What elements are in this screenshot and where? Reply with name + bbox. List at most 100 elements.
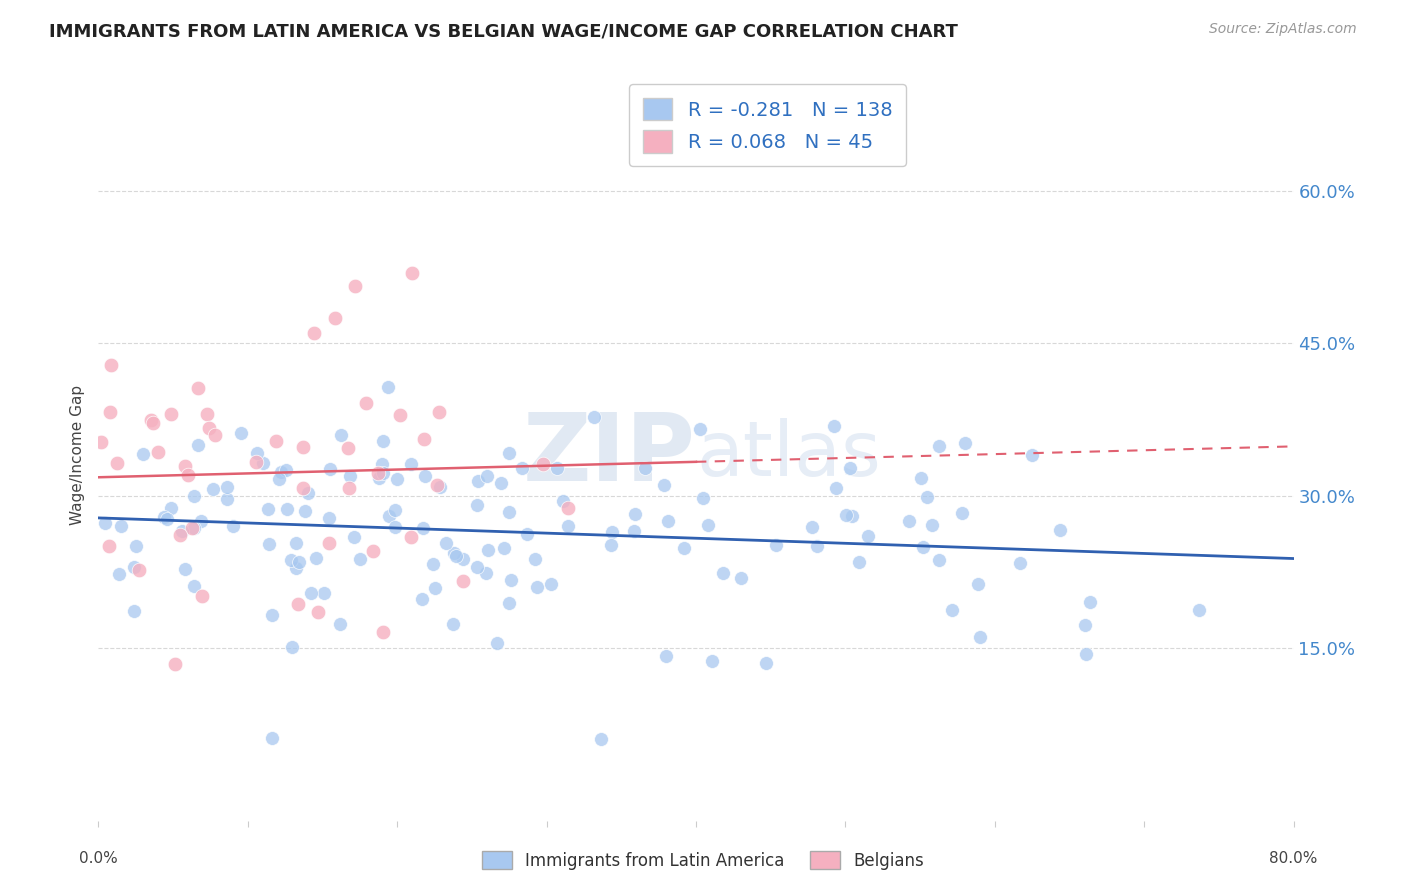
Point (122, 560, 145, 574)
Point (444, 549, 467, 563)
Text: 0.0%: 0.0% (79, 851, 118, 866)
Point (169, 528, 191, 542)
Point (318, 510, 340, 524)
Point (498, 446, 520, 460)
Point (910, 471, 932, 485)
Point (672, 541, 695, 555)
Text: IMMIGRANTS FROM LATIN AMERICA VS BELGIAN WAGE/INCOME GAP CORRELATION CHART: IMMIGRANTS FROM LATIN AMERICA VS BELGIAN… (49, 22, 957, 40)
Point (411, 592, 433, 607)
Point (730, 571, 752, 585)
Point (911, 540, 934, 554)
Point (377, 380, 399, 394)
Point (174, 459, 197, 474)
Point (260, 731, 283, 745)
Point (498, 505, 520, 519)
Point (655, 648, 678, 663)
Point (124, 604, 146, 618)
Point (623, 524, 645, 539)
Point (191, 589, 214, 603)
Point (689, 422, 711, 436)
Text: ZIP: ZIP (523, 409, 696, 501)
Point (183, 579, 205, 593)
Point (170, 524, 193, 538)
Point (475, 566, 498, 581)
Point (292, 441, 315, 455)
Point (412, 521, 434, 535)
Point (187, 438, 209, 452)
Point (370, 457, 392, 471)
Point (378, 508, 401, 523)
Point (291, 481, 314, 495)
Point (413, 432, 436, 446)
Point (368, 471, 391, 485)
Point (467, 498, 489, 512)
Point (1078, 594, 1101, 608)
Point (765, 538, 787, 552)
Point (339, 469, 361, 483)
Point (477, 543, 499, 558)
Point (318, 535, 340, 549)
Point (557, 500, 579, 515)
Point (711, 566, 734, 580)
Point (319, 461, 342, 475)
Point (1049, 523, 1071, 537)
Point (257, 537, 280, 551)
Point (302, 326, 325, 340)
Point (373, 625, 395, 640)
Point (204, 428, 226, 442)
Point (177, 467, 200, 482)
Point (287, 555, 309, 569)
Point (252, 457, 274, 471)
Point (262, 608, 284, 623)
Point (187, 382, 209, 396)
Point (696, 517, 718, 532)
Point (156, 511, 179, 525)
Point (1008, 556, 1031, 570)
Point (384, 519, 406, 533)
Point (806, 540, 828, 554)
Point (281, 640, 304, 654)
Point (839, 461, 862, 475)
Point (266, 434, 288, 448)
Point (201, 482, 224, 496)
Point (551, 494, 574, 508)
Point (373, 434, 395, 449)
Legend: R = -0.281   N = 138, R = 0.068   N = 45: R = -0.281 N = 138, R = 0.068 N = 45 (630, 84, 905, 166)
Point (337, 441, 360, 455)
Point (401, 266, 423, 280)
Point (399, 457, 422, 471)
Text: atlas: atlas (696, 418, 880, 491)
Point (657, 515, 679, 529)
Point (299, 586, 322, 600)
Point (387, 473, 409, 487)
Point (465, 559, 488, 574)
Point (305, 550, 328, 565)
Point (531, 458, 554, 472)
Point (755, 656, 778, 670)
Point (159, 501, 181, 516)
Point (557, 519, 579, 533)
Point (384, 503, 406, 517)
Point (280, 553, 302, 567)
Point (491, 475, 513, 490)
Y-axis label: Wage/Income Gap: Wage/Income Gap (70, 384, 86, 525)
Point (153, 510, 176, 524)
Point (181, 521, 204, 535)
Point (284, 560, 307, 574)
Point (510, 461, 533, 475)
Point (373, 467, 395, 481)
Point (139, 413, 162, 427)
Point (848, 555, 870, 569)
Point (367, 467, 389, 481)
Point (329, 616, 352, 631)
Point (195, 407, 218, 421)
Point (100, 359, 122, 373)
Point (589, 732, 612, 747)
Point (451, 574, 474, 588)
Point (98, 405, 121, 419)
Point (498, 595, 520, 609)
Text: 80.0%: 80.0% (1270, 851, 1317, 866)
Point (229, 426, 252, 441)
Point (582, 409, 605, 424)
Point (967, 577, 990, 591)
